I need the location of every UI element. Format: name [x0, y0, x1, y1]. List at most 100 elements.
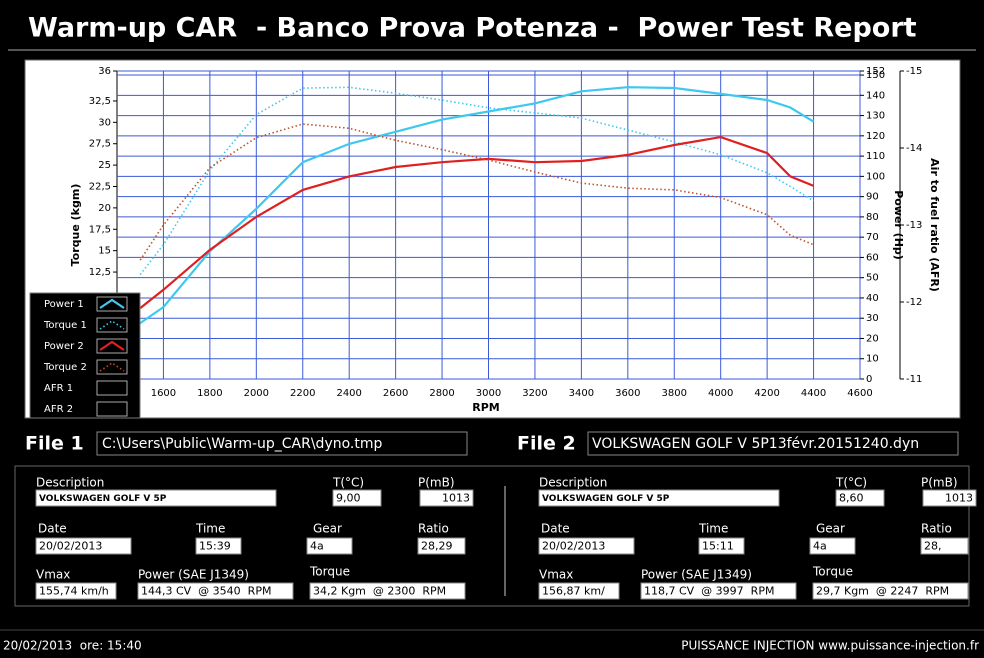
- x-tick-label: 1600: [151, 388, 176, 399]
- series-line: [139, 86, 815, 276]
- file-path: VOLKSWAGEN GOLF V 5P13févr.20151240.dyn: [592, 436, 919, 452]
- y2-tick-label: 80: [866, 212, 879, 223]
- field-value: VOLKSWAGEN GOLF V 5P: [542, 494, 670, 504]
- field-value: 155,74 km/h: [39, 585, 109, 598]
- y-axis-label: Torque (kgm): [69, 184, 82, 267]
- field-value: 1013: [945, 492, 973, 505]
- legend-swatch: [96, 317, 128, 333]
- x-tick-label: 3800: [662, 388, 687, 399]
- legend-sample: [99, 340, 125, 351]
- y2-tick-label: 100: [866, 171, 885, 182]
- field-box: [538, 489, 780, 507]
- y2-tick-label: 50: [866, 273, 879, 284]
- legend-label: Power 2: [44, 341, 84, 352]
- field-box: [835, 489, 885, 507]
- file-label: File 1: [25, 433, 84, 455]
- y-tick-label: 32,5: [89, 96, 111, 107]
- x-tick-label: 1800: [197, 388, 222, 399]
- field-label: Gear: [313, 522, 342, 536]
- field-label: Torque: [812, 565, 853, 579]
- field-value: 15:11: [702, 540, 734, 553]
- plot: 1600 1800 2000 2200 2400 2600 2800 3000 3200 3400…: [89, 66, 923, 399]
- y3-tick-label: -11: [906, 374, 922, 385]
- x-tick-label: 2600: [383, 388, 408, 399]
- y-tick-label: 25: [98, 160, 111, 171]
- x-tick-label: 2000: [244, 388, 269, 399]
- x-tick-label: 4600: [847, 388, 872, 399]
- y3-axis-label: Air to fuel ratio (AFR): [928, 158, 941, 292]
- y2-tick-label: 150: [866, 70, 885, 81]
- field-value: 4a: [310, 540, 324, 553]
- field-label: Date: [541, 522, 570, 536]
- y2-axis-label: Power (Hp): [892, 190, 905, 260]
- field-box: [332, 489, 382, 507]
- field-value: 156,87 km/: [542, 585, 605, 598]
- field-box: [812, 582, 969, 600]
- field-box: [35, 582, 117, 600]
- legend-swatch: [96, 338, 128, 354]
- field-box: [920, 537, 969, 555]
- x-tick-label: 4400: [801, 388, 826, 399]
- field-value: 34,2 Kgm @ 2300 RPM: [313, 585, 446, 598]
- series-line: [139, 123, 814, 261]
- y-tick-label: 20: [98, 203, 111, 214]
- field-label: Vmax: [539, 568, 573, 582]
- x-tick-label: 3000: [476, 388, 501, 399]
- field-label: P(mB): [921, 476, 958, 490]
- y-tick-label: 17,5: [89, 224, 111, 235]
- legend-swatch: [96, 359, 128, 375]
- field-box: [195, 537, 242, 555]
- field-box: [698, 537, 745, 555]
- x-tick-label: 2200: [290, 388, 315, 399]
- file-path-box: [587, 431, 959, 456]
- footer-date: 20/02/2013 ore: 15:40: [3, 639, 142, 653]
- legend-sample: [99, 298, 125, 309]
- x-tick-label: 3200: [522, 388, 547, 399]
- field-box: [417, 537, 466, 555]
- field-value: 28,: [924, 540, 942, 553]
- y2-tick-label: 0: [866, 374, 872, 385]
- field-label: Time: [195, 522, 225, 536]
- field-box: [640, 582, 797, 600]
- field-label: Time: [698, 522, 728, 536]
- y2-tick-label: 90: [866, 192, 879, 203]
- y2-tick-label: 60: [866, 252, 879, 263]
- y2-tick-label: 140: [866, 90, 885, 101]
- field-value: 144,3 CV @ 3540 RPM: [141, 585, 271, 598]
- field-box: [419, 489, 474, 507]
- y2-tick-label: 20: [866, 333, 879, 344]
- field-value: 4a: [813, 540, 827, 553]
- field-value: 1013: [442, 492, 470, 505]
- y3-tick-label: -13: [906, 220, 922, 231]
- legend-swatch: [96, 296, 128, 312]
- y2-tick-label: 40: [866, 293, 879, 304]
- field-label: Ratio: [418, 522, 449, 536]
- field-box: [922, 489, 977, 507]
- field-label: Power (SAE J1349): [641, 568, 752, 582]
- field-label: Torque: [309, 565, 350, 579]
- footer-site: PUISSANCE INJECTION www.puissance-inject…: [681, 639, 979, 653]
- series-line: [139, 135, 815, 309]
- field-box: [309, 582, 466, 600]
- x-tick-label: 4000: [708, 388, 733, 399]
- file-path-box: [96, 431, 468, 456]
- legend-label: AFR 2: [44, 404, 73, 415]
- fields: Description VOLKSWAGEN GOLF V 5P T(°C) 9,00…: [35, 476, 977, 600]
- field-value: 20/02/2013: [542, 540, 605, 553]
- x-tick-label: 3400: [569, 388, 594, 399]
- field-label: Description: [539, 476, 607, 490]
- y3-tick-label: -12: [906, 297, 922, 308]
- field-box: [35, 489, 277, 507]
- field-box: [35, 537, 132, 555]
- field-label: Date: [38, 522, 67, 536]
- y-tick-label: 22,5: [89, 182, 111, 193]
- y3-tick-label: -14: [906, 143, 922, 154]
- field-value: 20/02/2013: [39, 540, 102, 553]
- x-tick-label: 3600: [615, 388, 640, 399]
- field-box: [538, 537, 635, 555]
- y2-tick-label: 110: [866, 151, 885, 162]
- field-value: 9,00: [336, 492, 361, 505]
- file-label: File 2: [517, 433, 576, 455]
- field-box: [809, 537, 856, 555]
